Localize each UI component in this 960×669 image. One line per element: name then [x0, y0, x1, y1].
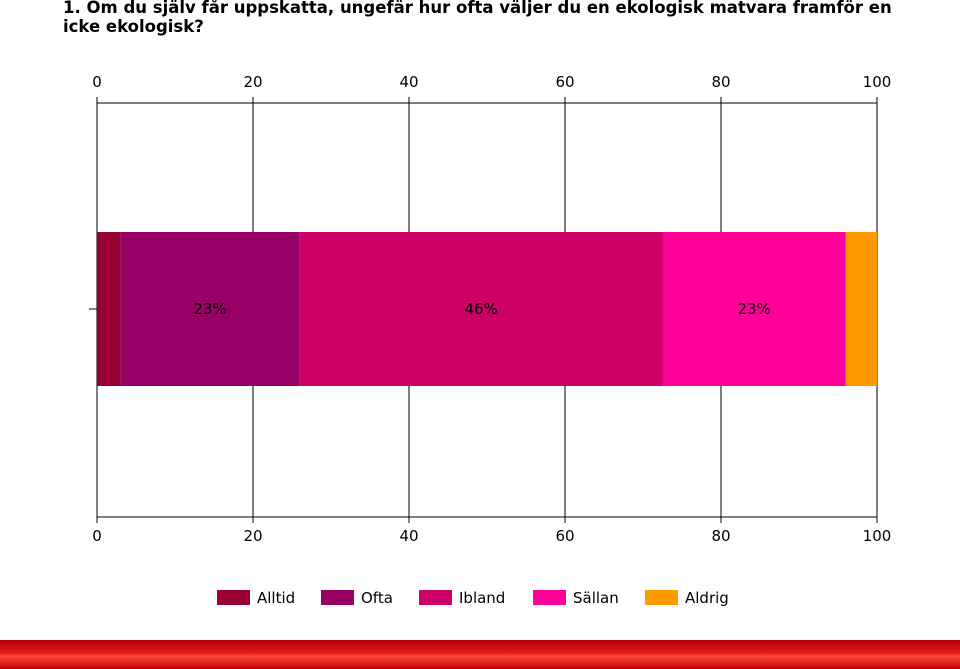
legend-label-aldrig: Aldrig — [685, 589, 729, 607]
bottom-tick-label-40: 40 — [399, 527, 418, 545]
bar-segment-aldrig — [845, 232, 877, 386]
data-label-layer: 23% 46% 23% — [193, 300, 770, 318]
legend-swatch-sällan — [533, 590, 566, 605]
top-tick-label-60: 60 — [555, 73, 574, 91]
axis-layer: 0 0 20 20 40 40 60 60 80 80 100 100 — [89, 73, 891, 545]
bottom-tick-label-60: 60 — [555, 527, 574, 545]
bar-segment-alltid — [97, 232, 121, 386]
legend-swatch-alltid — [217, 590, 250, 605]
top-tick-label-80: 80 — [711, 73, 730, 91]
legend-swatch-aldrig — [645, 590, 678, 605]
chart-title: 1. Om du själv får uppskatta, ungefär hu… — [63, 0, 892, 36]
bottom-tick-label-100: 100 — [863, 527, 892, 545]
legend-label-ibland: Ibland — [459, 589, 505, 607]
data-label-sällan: 23% — [737, 300, 770, 318]
bar-segment-ofta — [120, 232, 300, 386]
top-tick-label-40: 40 — [399, 73, 418, 91]
legend-swatch-ofta — [321, 590, 354, 605]
top-tick-label-20: 20 — [243, 73, 262, 91]
data-label-ibland: 46% — [464, 300, 497, 318]
bottom-tick-label-0: 0 — [92, 527, 102, 545]
legend-label-ofta: Ofta — [361, 589, 393, 607]
legend-label-sällan: Sällan — [573, 589, 619, 607]
bottom-tick-label-80: 80 — [711, 527, 730, 545]
top-tick-label-0: 0 — [92, 73, 102, 91]
bar-segment-sällan — [662, 232, 846, 386]
legend-label-alltid: Alltid — [257, 589, 295, 607]
legend: Alltid Ofta Ibland Sällan Aldrig — [217, 589, 729, 607]
bar-layer — [97, 232, 877, 386]
bottom-tick-label-20: 20 — [243, 527, 262, 545]
data-label-ofta: 23% — [193, 300, 226, 318]
legend-swatch-ibland — [419, 590, 452, 605]
footer-bar — [0, 640, 960, 669]
bar-segment-ibland — [299, 232, 663, 386]
top-tick-label-100: 100 — [863, 73, 892, 91]
stacked-bar-chart: 0 0 20 20 40 40 60 60 80 80 100 100 23% 46% 23% Allti… — [89, 73, 891, 607]
